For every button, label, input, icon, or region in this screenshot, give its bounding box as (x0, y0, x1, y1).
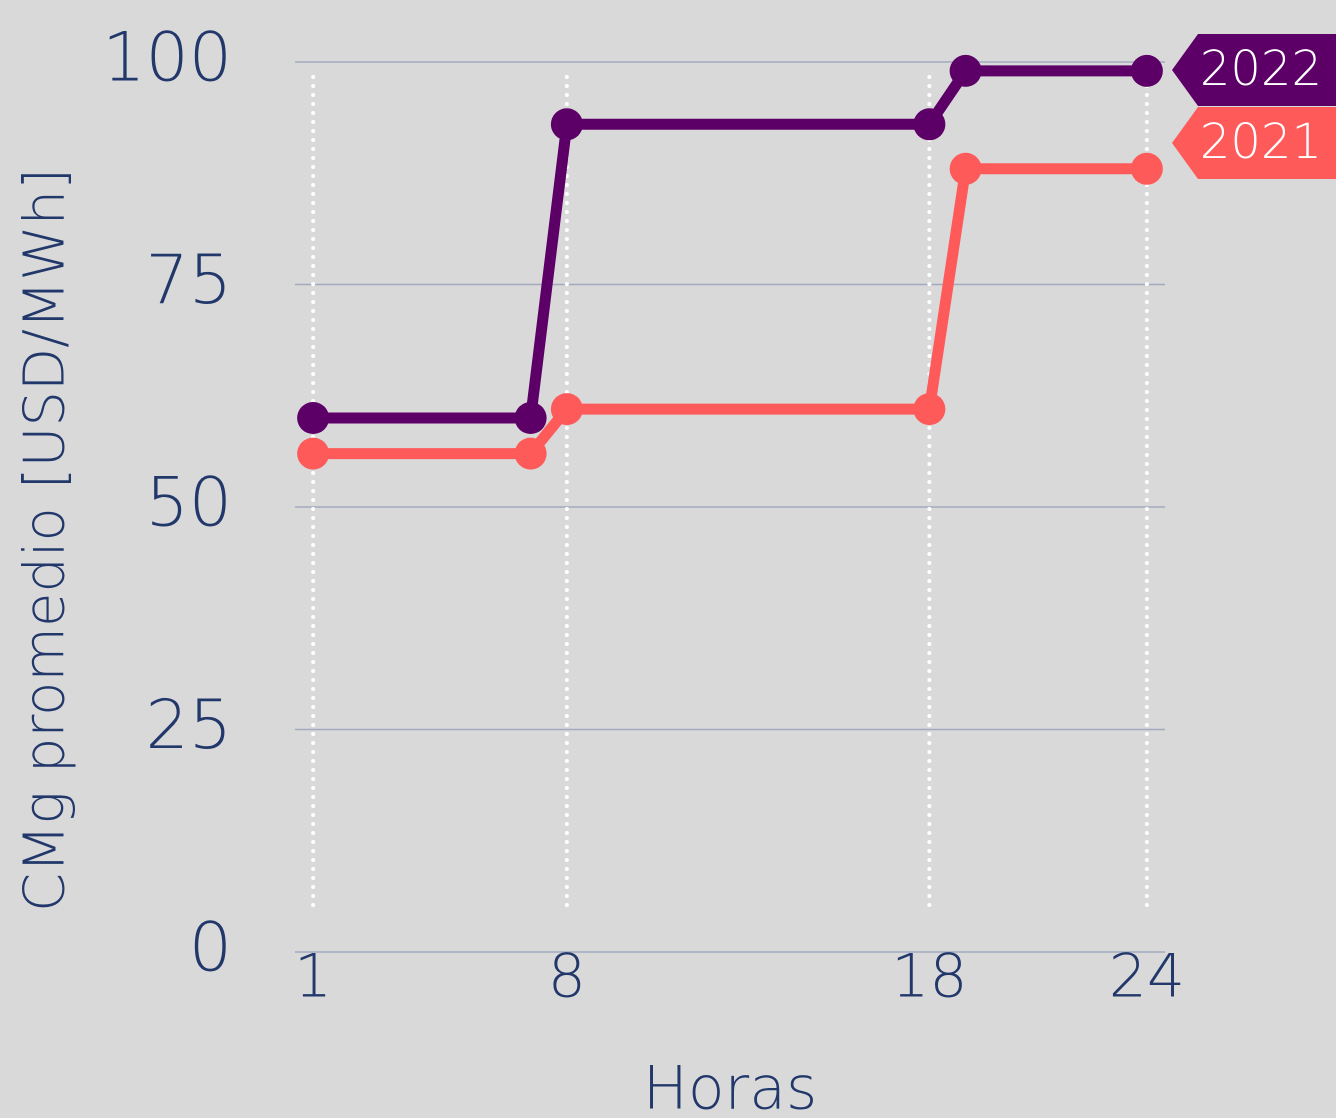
legend-label: 2021 (1200, 114, 1322, 170)
point (949, 152, 982, 185)
y-axis-label: CMg promedio [USD/MWh] (12, 168, 77, 912)
y-tick-label: 75 (145, 241, 232, 320)
x-tick-label: 8 (548, 942, 586, 1012)
series-line (313, 65, 1147, 424)
point (913, 108, 946, 141)
x-axis-label: Horas (643, 1054, 818, 1118)
point (297, 402, 330, 434)
point (514, 402, 547, 434)
point (1130, 152, 1163, 185)
y-tick-label: 0 (189, 909, 232, 988)
legend-tag (1172, 34, 1336, 106)
x-tick-label: 18 (891, 942, 967, 1012)
legend-label: 2022 (1200, 41, 1322, 97)
y-tick-label: 100 (102, 19, 232, 98)
x-tick-label: 24 (1109, 942, 1185, 1012)
point (297, 437, 330, 470)
point (514, 437, 547, 470)
point (550, 393, 583, 426)
y-tick-label: 25 (145, 686, 232, 765)
legend-tag (1172, 107, 1336, 179)
x-tick-label: 1 (294, 942, 332, 1012)
series-line (313, 163, 1147, 460)
point (550, 108, 583, 141)
point (1130, 54, 1163, 87)
point (949, 54, 982, 87)
y-tick-label: 50 (145, 464, 232, 543)
point (913, 393, 946, 426)
